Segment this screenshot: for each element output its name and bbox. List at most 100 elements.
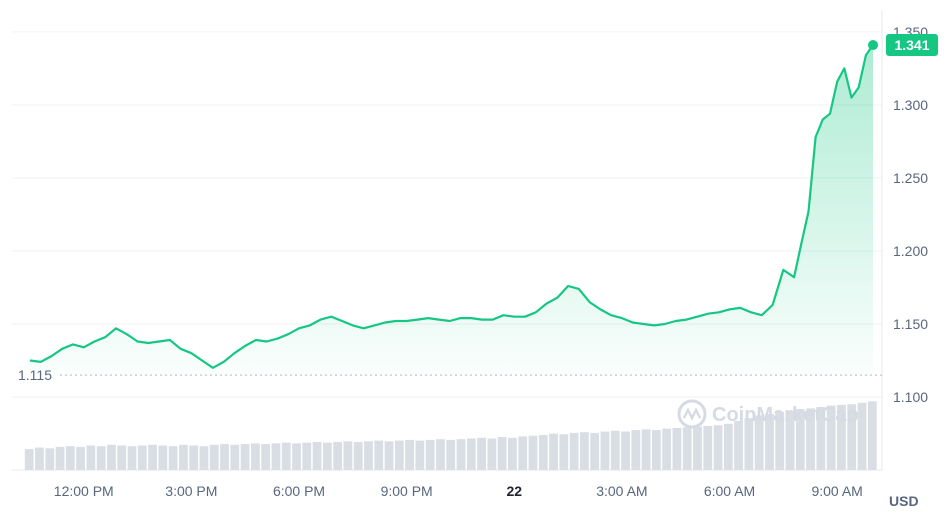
- price-point[interactable]: [799, 242, 803, 246]
- price-point[interactable]: [146, 341, 150, 345]
- price-point[interactable]: [168, 338, 172, 342]
- price-point[interactable]: [426, 316, 430, 320]
- price-point[interactable]: [523, 315, 527, 319]
- price-point[interactable]: [566, 284, 570, 288]
- price-point[interactable]: [695, 315, 699, 319]
- price-point[interactable]: [620, 316, 624, 320]
- price-point[interactable]: [157, 339, 161, 343]
- price-point[interactable]: [480, 318, 484, 322]
- price-point[interactable]: [835, 80, 839, 84]
- price-point[interactable]: [458, 316, 462, 320]
- price-point[interactable]: [265, 339, 269, 343]
- price-point[interactable]: [828, 112, 832, 116]
- price-point[interactable]: [512, 315, 516, 319]
- price-point[interactable]: [749, 310, 753, 314]
- price-point[interactable]: [286, 332, 290, 336]
- price-point[interactable]: [631, 321, 635, 325]
- volume-bar: [456, 439, 466, 470]
- price-point[interactable]: [609, 313, 613, 317]
- price-point[interactable]: [222, 360, 226, 364]
- price-point[interactable]: [254, 338, 258, 342]
- price-point[interactable]: [814, 135, 818, 139]
- price-point[interactable]: [806, 210, 810, 214]
- price-point[interactable]: [738, 306, 742, 310]
- price-point[interactable]: [319, 318, 323, 322]
- price-point[interactable]: [329, 315, 333, 319]
- volume-bar: [322, 442, 332, 470]
- price-point[interactable]: [674, 319, 678, 323]
- price-point[interactable]: [641, 322, 645, 326]
- price-point[interactable]: [577, 287, 581, 291]
- price-point[interactable]: [372, 323, 376, 327]
- price-point[interactable]: [189, 351, 193, 355]
- price-point[interactable]: [49, 354, 53, 358]
- price-point[interactable]: [211, 366, 215, 370]
- price-point[interactable]: [545, 302, 549, 306]
- price-point[interactable]: [200, 358, 204, 362]
- price-point[interactable]: [125, 332, 129, 336]
- volume-bar: [179, 444, 188, 470]
- price-point[interactable]: [405, 319, 409, 323]
- price-point[interactable]: [821, 118, 825, 122]
- price-point[interactable]: [60, 347, 64, 351]
- volume-bar: [117, 445, 127, 470]
- price-point[interactable]: [652, 323, 656, 327]
- price-point[interactable]: [598, 307, 602, 311]
- price-point[interactable]: [792, 275, 796, 279]
- price-point[interactable]: [857, 85, 861, 89]
- price-point[interactable]: [437, 318, 441, 322]
- volume-bar: [312, 442, 322, 470]
- price-point[interactable]: [39, 360, 43, 364]
- price-point[interactable]: [243, 344, 247, 348]
- price-point[interactable]: [502, 313, 506, 317]
- volume-bar: [384, 441, 394, 470]
- price-point[interactable]: [136, 339, 140, 343]
- price-point[interactable]: [71, 342, 75, 346]
- volume-bar: [734, 421, 744, 470]
- price-point[interactable]: [850, 96, 854, 100]
- price-point[interactable]: [534, 310, 538, 314]
- currency-unit-label: USD: [889, 493, 919, 509]
- price-point[interactable]: [448, 319, 452, 323]
- price-point[interactable]: [555, 296, 559, 300]
- price-point[interactable]: [383, 321, 387, 325]
- price-point[interactable]: [362, 326, 366, 330]
- volume-bar: [641, 429, 651, 470]
- price-point[interactable]: [93, 339, 97, 343]
- price-point[interactable]: [103, 335, 107, 339]
- price-point[interactable]: [781, 268, 785, 272]
- price-point[interactable]: [232, 351, 236, 355]
- price-point[interactable]: [728, 307, 732, 311]
- price-point[interactable]: [760, 313, 764, 317]
- price-point[interactable]: [491, 318, 495, 322]
- price-point[interactable]: [771, 303, 775, 307]
- volume-bar: [35, 447, 44, 470]
- price-point[interactable]: [706, 312, 710, 316]
- price-point[interactable]: [340, 319, 344, 323]
- price-point[interactable]: [842, 66, 846, 70]
- volume-bar: [158, 445, 168, 470]
- price-point[interactable]: [28, 358, 32, 362]
- volume-bar: [446, 439, 456, 470]
- volume-bar: [271, 443, 281, 470]
- price-point[interactable]: [394, 319, 398, 323]
- price-point[interactable]: [469, 316, 473, 320]
- volume-bar: [775, 411, 785, 470]
- volume-bar: [631, 430, 641, 470]
- price-point[interactable]: [308, 323, 312, 327]
- price-point[interactable]: [717, 310, 721, 314]
- price-point[interactable]: [351, 323, 355, 327]
- price-point[interactable]: [663, 322, 667, 326]
- price-point[interactable]: [588, 300, 592, 304]
- price-point[interactable]: [684, 318, 688, 322]
- last-price-badge-bg: [886, 34, 938, 57]
- price-point[interactable]: [114, 326, 118, 330]
- price-point[interactable]: [179, 347, 183, 351]
- price-point[interactable]: [297, 326, 301, 330]
- price-point[interactable]: [864, 53, 868, 57]
- price-point[interactable]: [415, 318, 419, 322]
- price-point[interactable]: [82, 345, 86, 349]
- price-point[interactable]: [275, 337, 279, 341]
